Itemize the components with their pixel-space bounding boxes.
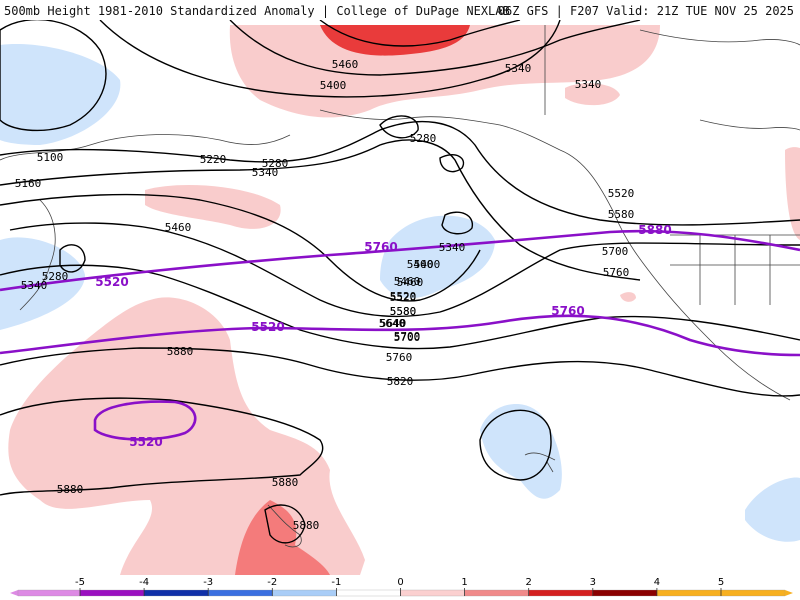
colorbar-extend-high xyxy=(785,590,793,596)
highlight-5520-line xyxy=(0,229,800,292)
colorbar-tick-label: 3 xyxy=(590,577,596,588)
highlighted-height-contours xyxy=(0,229,800,441)
positive-anomaly-area xyxy=(8,297,366,575)
highlighted-contour-label: 5520 xyxy=(251,320,284,334)
contour-label: 5880 xyxy=(293,519,320,532)
contour-label: 5340 xyxy=(575,78,602,91)
negative-anomaly-area xyxy=(380,215,495,299)
model-run-info: 06Z GFS | F207 Valid: 21Z TUE NOV 25 202… xyxy=(497,4,794,18)
contour-label: 5880 xyxy=(272,476,299,489)
contour-label: 5280 xyxy=(42,270,69,283)
contour-label: 5340 xyxy=(252,166,279,179)
highlighted-contour-label: 5520 xyxy=(95,275,128,289)
contour-label: 5640 xyxy=(380,317,407,330)
contour-label: 5280 xyxy=(410,132,437,145)
contour-label: 5460 xyxy=(332,58,359,71)
positive-anomaly-area xyxy=(785,147,800,240)
contour-label: 5460 xyxy=(397,276,424,289)
colorbar-tick-label: 0 xyxy=(397,577,403,588)
contour-label: 5700 xyxy=(394,330,421,343)
colorbar-tick-label: -2 xyxy=(267,577,277,588)
negative-anomaly-area xyxy=(745,477,800,542)
positive-anomaly-area xyxy=(620,292,636,302)
positive-anomaly-area xyxy=(320,25,470,56)
contour-label: 5460 xyxy=(394,275,421,288)
contour-label: 5580 xyxy=(608,208,635,221)
contour-label: 5400 xyxy=(414,258,441,271)
contour-label: 5880 xyxy=(167,345,194,358)
contour-label: 5580 xyxy=(390,305,417,318)
highlight-5760-line xyxy=(0,314,800,357)
contour-label: 5700 xyxy=(602,245,629,258)
contour-label: 5400 xyxy=(320,79,347,92)
contour-label: 5760 xyxy=(603,266,630,279)
negative-anomaly-areas xyxy=(0,44,800,542)
product-title: 500mb Height 1981-2010 Standardized Anom… xyxy=(4,4,510,18)
colorbar-tick-label: -3 xyxy=(203,577,213,588)
contour-label: 5520 xyxy=(608,187,635,200)
negative-anomaly-area xyxy=(480,403,562,499)
contour-label: 5820 xyxy=(387,375,414,388)
contour-label: 5520 xyxy=(390,290,417,303)
colorbar-segment xyxy=(208,589,273,597)
highlighted-contour-label: 5760 xyxy=(364,240,397,254)
title-bar: 500mb Height 1981-2010 Standardized Anom… xyxy=(0,0,800,20)
highlighted-contour-label: 5880 xyxy=(638,223,671,237)
colorbar-segment xyxy=(336,589,401,597)
colorbar-segment xyxy=(143,589,209,597)
colorbar-segment xyxy=(528,589,593,597)
colorbar-segment xyxy=(464,589,529,597)
colorbar-tick-label: 1 xyxy=(461,577,467,588)
colorbar-tick-label: 2 xyxy=(526,577,532,588)
colorbar-tick-label: -4 xyxy=(139,577,149,588)
positive-anomaly-area xyxy=(235,500,330,575)
colorbar-segment xyxy=(656,589,722,597)
contour-label: 5880 xyxy=(57,483,84,496)
highlighted-contour-labels: 5520 5760 5520 5760 5880 5520 xyxy=(95,223,671,449)
highlighted-contour-label: 5520 xyxy=(129,435,162,449)
colorbar-segment xyxy=(79,589,145,597)
contour-label: 5700 xyxy=(394,331,421,344)
colorbar-tick-label: 4 xyxy=(654,577,660,588)
contour-label: 5220 xyxy=(200,153,227,166)
contour-label: 5340 xyxy=(439,241,466,254)
colorbar-tick-label: -1 xyxy=(331,577,341,588)
positive-anomaly-area xyxy=(565,83,620,106)
positive-anomaly-area xyxy=(229,25,660,118)
negative-anomaly-area xyxy=(0,44,121,145)
positive-anomaly-area xyxy=(145,185,281,229)
contour-label: 5340 xyxy=(21,279,48,292)
colorbar-segment xyxy=(400,589,465,597)
contour-label: 5160 xyxy=(15,177,42,190)
contour-label: 5460 xyxy=(165,221,192,234)
contour-label: 5520 xyxy=(390,291,417,304)
colorbar-tick-label: 5 xyxy=(718,577,724,588)
contour-label: 5760 xyxy=(386,351,413,364)
contour-label: 5100 xyxy=(37,151,64,164)
colorbar-segment xyxy=(272,589,337,597)
contour-label: 5340 xyxy=(505,62,532,75)
colorbar-extend-low xyxy=(10,590,18,596)
colorbar-segment xyxy=(720,589,786,597)
contour-label: 5640 xyxy=(379,317,406,330)
colorbar-segment xyxy=(592,589,658,597)
highlight-5880-loop xyxy=(93,400,197,441)
contour-label: 5280 xyxy=(262,157,289,170)
highlighted-contour-label: 5760 xyxy=(551,304,584,318)
color-scale-bar: -5 -4 -3 -2 -1 0 1 2 3 4 5 xyxy=(10,577,793,597)
contour-label: 5580 xyxy=(390,305,417,318)
color-scale-legend: -5 -4 -3 -2 -1 0 1 2 3 4 5 xyxy=(0,575,800,600)
colorbar-tick-label: -5 xyxy=(75,577,85,588)
colorbar-segment xyxy=(17,589,81,597)
contour-label: 5400 xyxy=(407,258,434,271)
